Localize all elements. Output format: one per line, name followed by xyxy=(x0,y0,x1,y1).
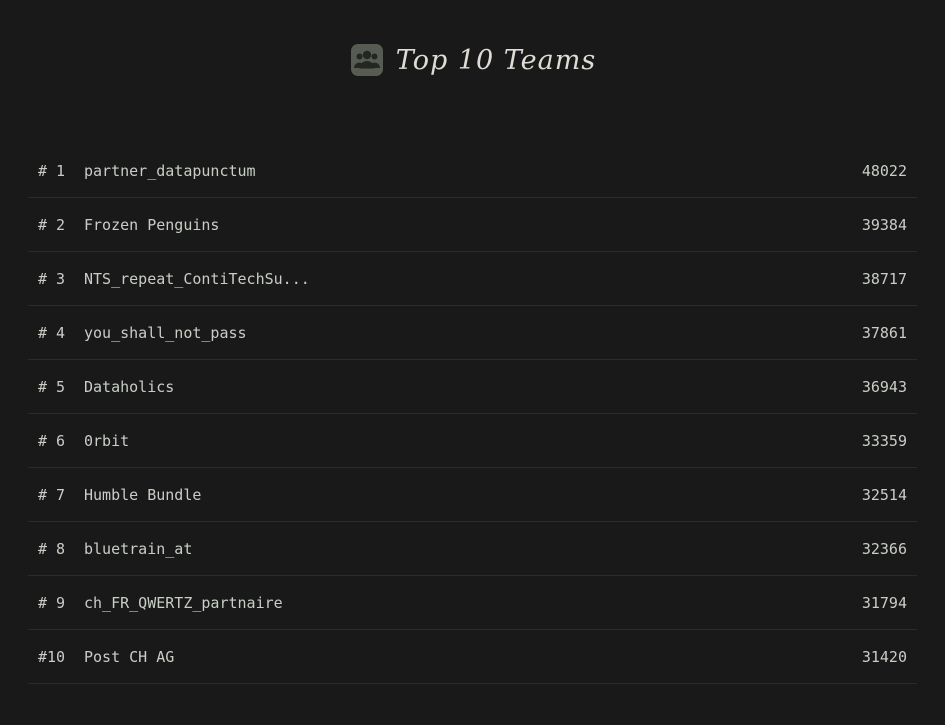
score-bar-track xyxy=(372,648,815,666)
leaderboard-row: # 6 0rbit 33359 xyxy=(28,414,917,468)
rank-label: # 3 xyxy=(38,269,66,288)
score-value: 33359 xyxy=(861,431,907,450)
team-name: NTS_repeat_ContiTechSu... xyxy=(84,269,310,288)
page-title: Top 10 Teams xyxy=(395,44,597,76)
leaderboard-row: # 5 Dataholics 36943 xyxy=(28,360,917,414)
score-value: 36943 xyxy=(861,377,907,396)
score-bar-track xyxy=(372,216,815,234)
rank-label: # 9 xyxy=(38,593,66,612)
team-name: ch_FR_QWERTZ_partnaire xyxy=(84,593,283,612)
top-teams-leaderboard: # 1 partner_datapunctum 48022 # 2 Frozen… xyxy=(28,144,917,684)
team-name: you_shall_not_pass xyxy=(84,323,247,342)
leaderboard-row: # 4 you_shall_not_pass 37861 xyxy=(28,306,917,360)
leaderboard-row: # 9 ch_FR_QWERTZ_partnaire 31794 xyxy=(28,576,917,630)
score-value: 31794 xyxy=(861,593,907,612)
leaderboard-row: # 8 bluetrain_at 32366 xyxy=(28,522,917,576)
team-name: Post CH AG xyxy=(84,647,175,666)
score-bar-track xyxy=(372,162,815,180)
leaderboard-row: # 2 Frozen Penguins 39384 xyxy=(28,198,917,252)
team-name: Humble Bundle xyxy=(84,485,202,504)
score-bar-track xyxy=(372,540,815,558)
score-bar-track xyxy=(372,432,815,450)
team-name: Dataholics xyxy=(84,377,175,396)
rank-label: # 6 xyxy=(38,431,66,450)
score-value: 48022 xyxy=(861,161,907,180)
score-value: 32514 xyxy=(861,485,907,504)
rank-label: #10 xyxy=(38,647,66,666)
team-name: Frozen Penguins xyxy=(84,215,220,234)
score-value: 39384 xyxy=(861,215,907,234)
leaderboard-row: # 7 Humble Bundle 32514 xyxy=(28,468,917,522)
rank-label: # 7 xyxy=(38,485,66,504)
leaderboard-row: # 3 NTS_repeat_ContiTechSu... 38717 xyxy=(28,252,917,306)
leaderboard-row: #10 Post CH AG 31420 xyxy=(28,630,917,684)
teams-badge-icon xyxy=(350,44,383,76)
rank-label: # 2 xyxy=(38,215,66,234)
score-bar-track xyxy=(372,324,815,342)
score-value: 38717 xyxy=(861,269,907,288)
team-name: partner_datapunctum xyxy=(84,161,256,180)
score-bar-track xyxy=(372,378,815,396)
score-bar-track xyxy=(372,270,815,288)
score-bar-track xyxy=(372,594,815,612)
rank-label: # 4 xyxy=(38,323,66,342)
rank-label: # 5 xyxy=(38,377,66,396)
rank-label: # 1 xyxy=(38,161,66,180)
team-name: 0rbit xyxy=(84,431,130,450)
rank-label: # 8 xyxy=(38,539,66,558)
leaderboard-row: # 1 partner_datapunctum 48022 xyxy=(28,144,917,198)
team-name: bluetrain_at xyxy=(84,539,193,558)
page-header: Top 10 Teams xyxy=(0,0,945,78)
score-value: 31420 xyxy=(861,647,907,666)
score-value: 37861 xyxy=(861,323,907,342)
score-value: 32366 xyxy=(861,539,907,558)
score-bar-track xyxy=(372,486,815,504)
